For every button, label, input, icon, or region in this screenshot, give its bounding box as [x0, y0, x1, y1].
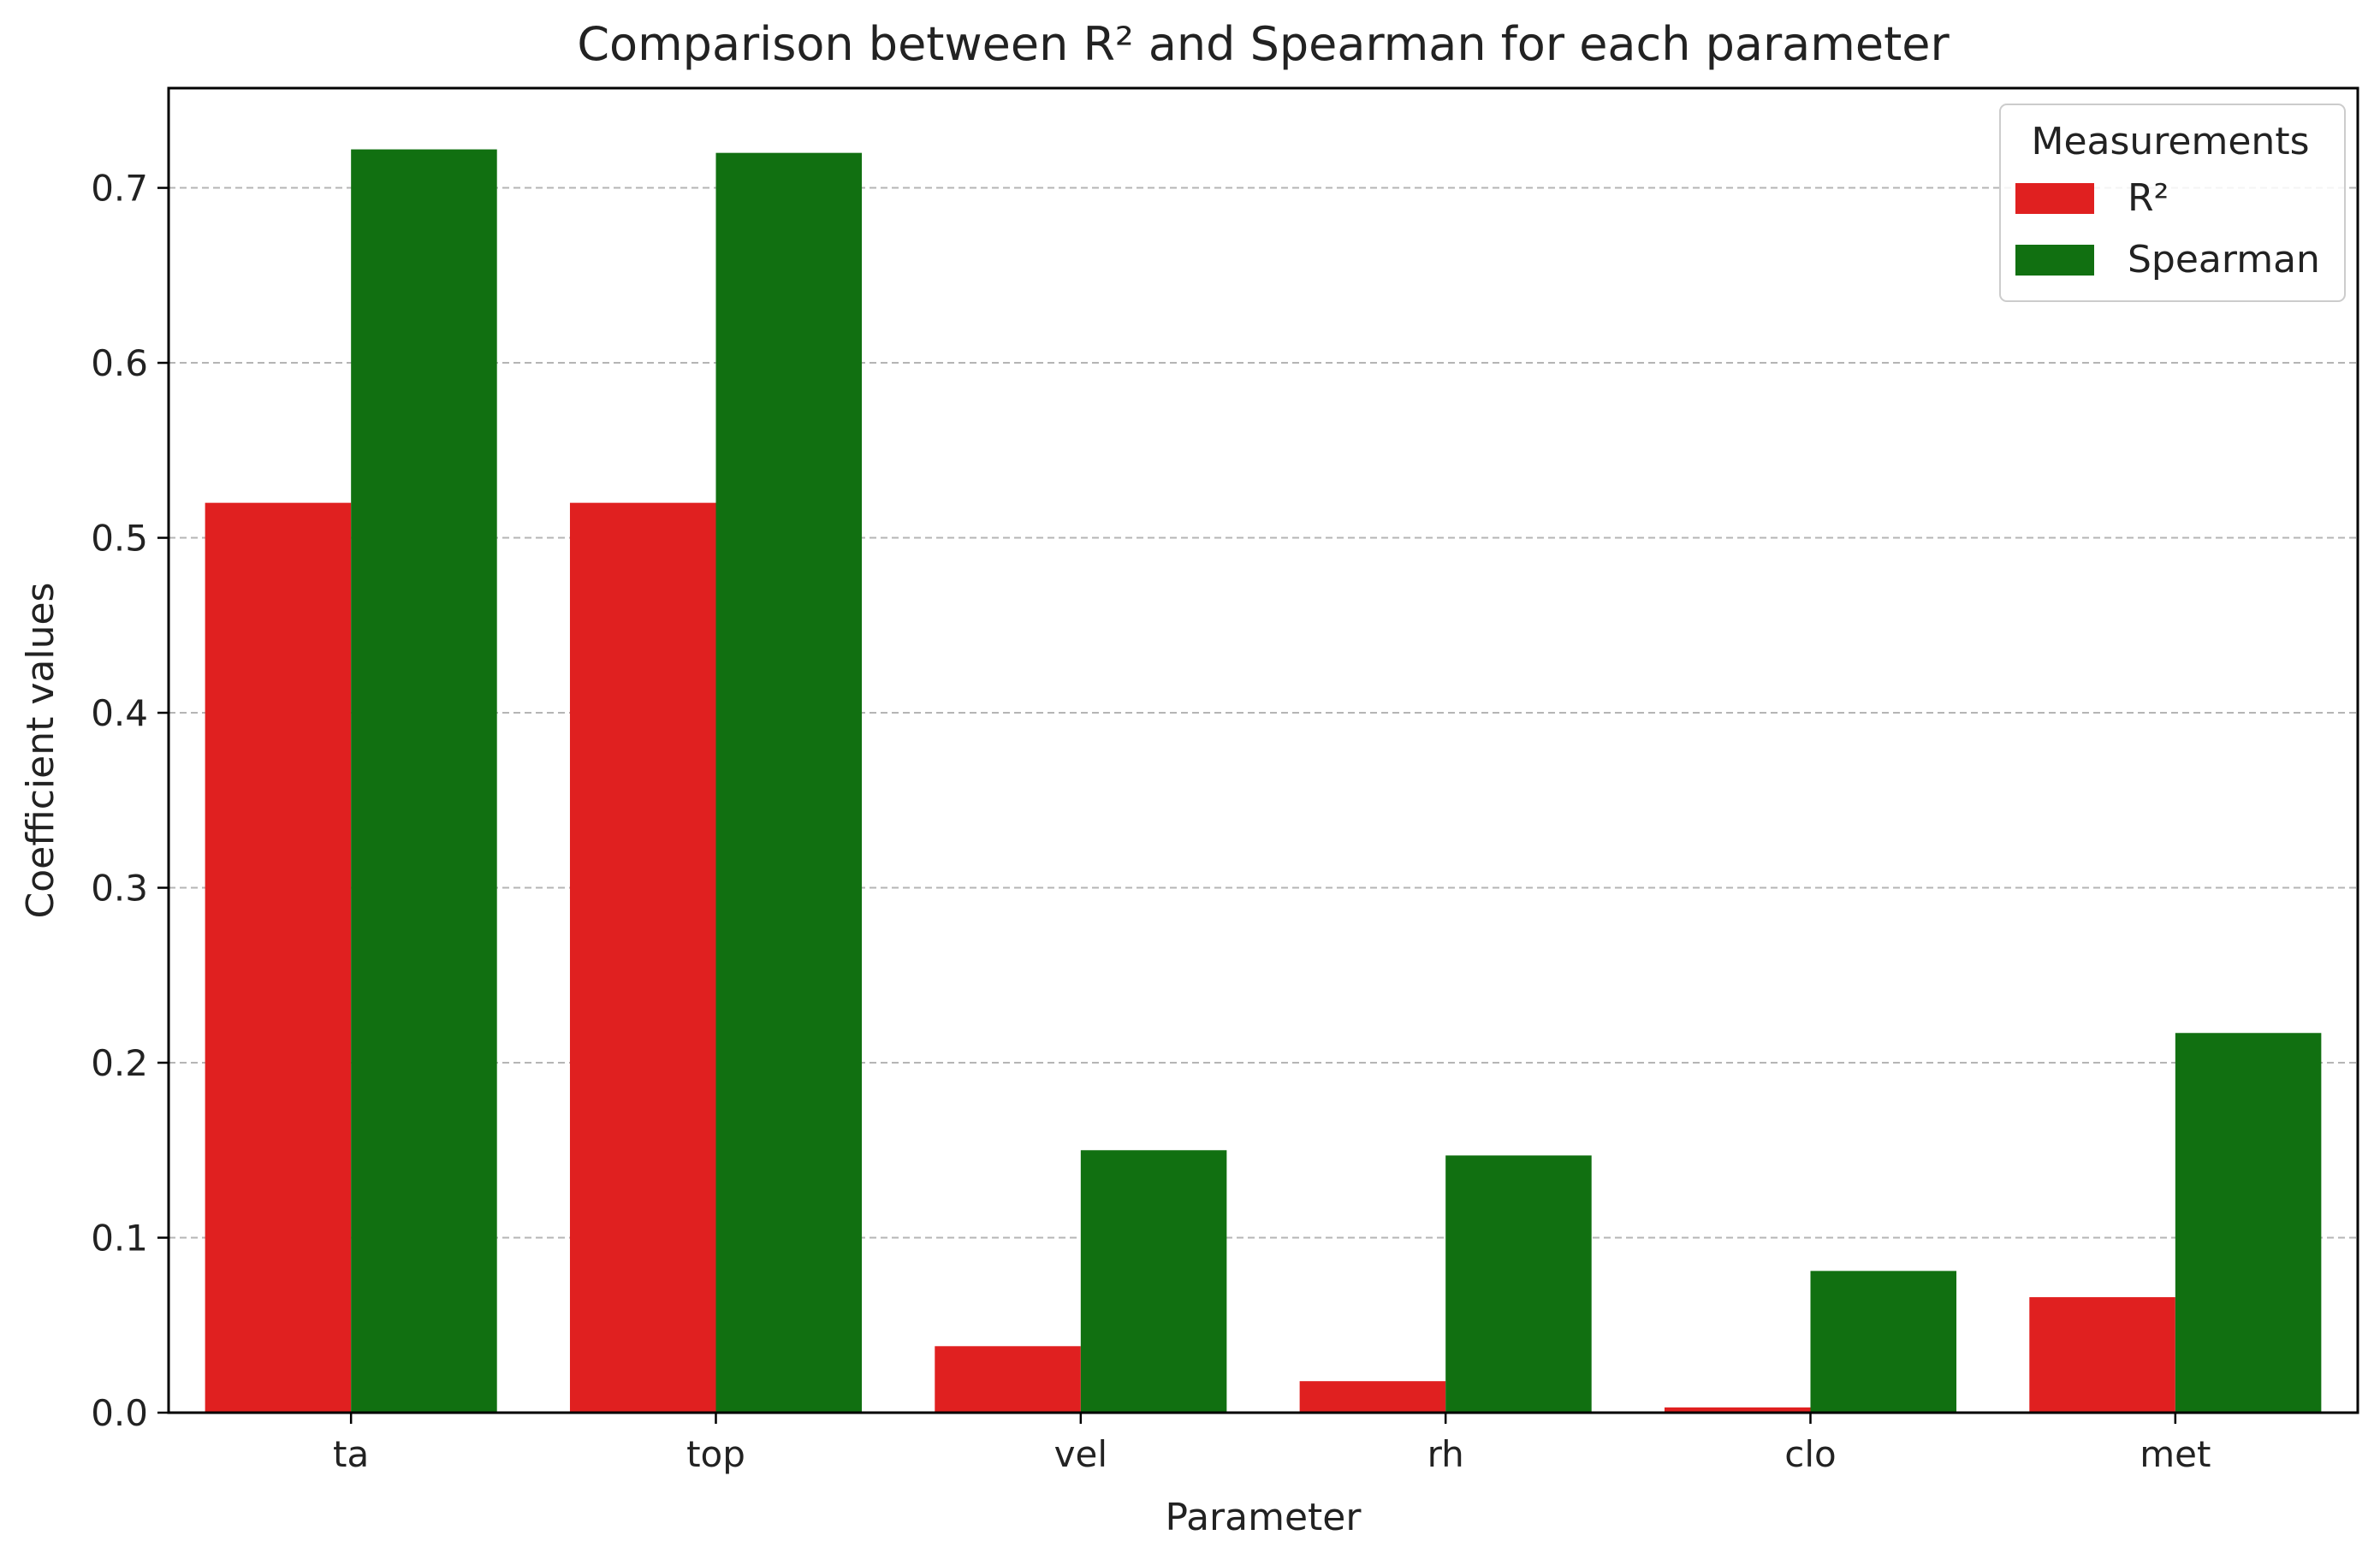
bar-rh-r2	[1299, 1381, 1446, 1413]
grid-layer	[169, 187, 2358, 1239]
legend-swatch-r2	[2015, 183, 2094, 214]
bar-vel-r2	[935, 1346, 1081, 1413]
y-tick-label: 0.0	[91, 1392, 148, 1434]
legend-swatch-spearman	[2015, 245, 2094, 276]
y-tick-label: 0.7	[91, 168, 148, 210]
bar-ta-spearman	[351, 149, 497, 1413]
y-tick-label: 0.4	[91, 692, 148, 734]
chart-title: Comparison between R² and Spearman for e…	[577, 17, 1950, 71]
legend-label-spearman: Spearman	[2128, 238, 2320, 282]
x-tick-label-clo: clo	[1784, 1433, 1836, 1475]
x-axis-label: Parameter	[1166, 1496, 1362, 1539]
bar-vel-spearman	[1080, 1150, 1227, 1413]
legend: Measurements R² Spearman	[1999, 104, 2346, 302]
x-tick-label-rh: rh	[1427, 1433, 1464, 1475]
axes-layer: 0.0 0.1 0.2 0.3 0.4 0.5 0.6 0.7 ta top vel rh clo met	[91, 168, 2211, 1475]
y-tick-label: 0.3	[91, 868, 148, 910]
x-tick-label-vel: vel	[1054, 1433, 1107, 1475]
y-tick-label: 0.5	[91, 518, 148, 560]
x-tick-label-ta: ta	[333, 1433, 369, 1475]
bar-met-r2	[2029, 1297, 2175, 1413]
y-axis-label: Coefficient values	[19, 583, 62, 919]
bar-rh-spearman	[1445, 1155, 1592, 1413]
bar-met-spearman	[2175, 1033, 2322, 1413]
legend-title: Measurements	[2032, 120, 2310, 163]
legend-items: R² Spearman	[2015, 176, 2320, 282]
legend-label-r2: R²	[2128, 176, 2169, 220]
bar-top-r2	[569, 502, 716, 1413]
plot-frame	[167, 86, 2359, 1414]
bar-clo-spearman	[1810, 1271, 1957, 1413]
bars-layer	[205, 149, 2322, 1413]
x-tick-label-top: top	[686, 1433, 745, 1475]
y-tick-label: 0.6	[91, 342, 148, 384]
y-tick-label: 0.2	[91, 1042, 148, 1084]
x-tick-label-met: met	[2140, 1433, 2211, 1475]
bar-clo-r2	[1664, 1407, 1811, 1413]
bar-ta-r2	[205, 502, 352, 1413]
y-tick-label: 0.1	[91, 1218, 148, 1260]
bar-top-spearman	[715, 152, 863, 1413]
